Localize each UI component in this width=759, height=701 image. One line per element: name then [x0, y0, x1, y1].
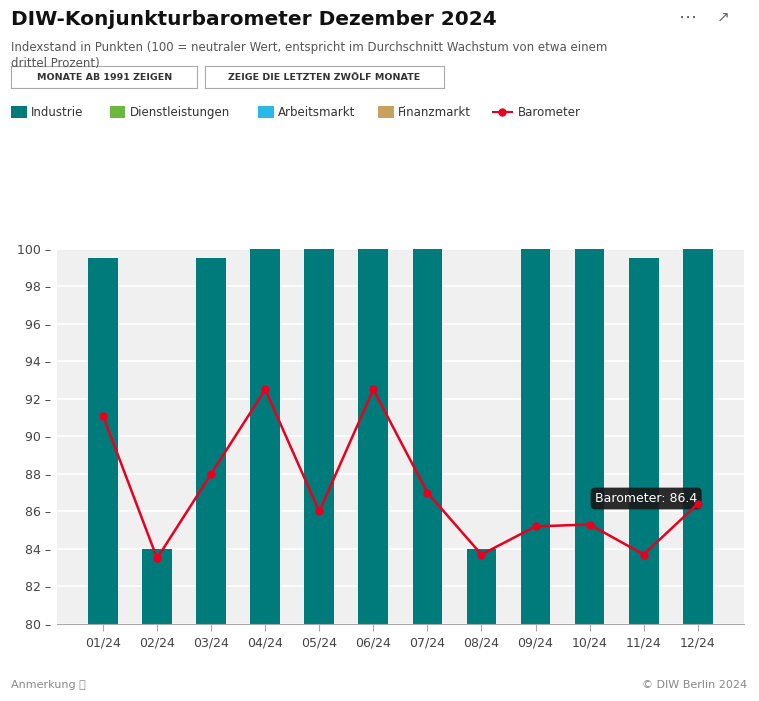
Text: Arbeitsmarkt: Arbeitsmarkt [278, 106, 355, 118]
Bar [304, 249, 334, 701]
Text: Dienstleistungen: Dienstleistungen [129, 106, 230, 118]
Bar [467, 549, 496, 701]
Text: Finanzmarkt: Finanzmarkt [398, 106, 471, 118]
Bar [250, 249, 280, 701]
Bar [628, 258, 659, 701]
Text: Barometer: Barometer [518, 106, 581, 118]
Bar [88, 258, 118, 701]
Text: Anmerkung ⓘ: Anmerkung ⓘ [11, 681, 86, 690]
Text: Barometer: 86.4: Barometer: 86.4 [595, 492, 698, 505]
Bar [413, 249, 442, 701]
Text: MONATE AB 1991 ZEIGEN: MONATE AB 1991 ZEIGEN [36, 73, 172, 81]
Bar [197, 258, 226, 701]
Text: Industrie: Industrie [31, 106, 83, 118]
Text: © DIW Berlin 2024: © DIW Berlin 2024 [642, 681, 748, 690]
Text: ↗: ↗ [717, 10, 730, 25]
Bar [358, 249, 388, 701]
Text: ⋯: ⋯ [679, 8, 698, 27]
Text: ZEIGE DIE LETZTEN ZWÖLF MONATE: ZEIGE DIE LETZTEN ZWÖLF MONATE [228, 73, 420, 81]
Text: drittel Prozent): drittel Prozent) [11, 57, 100, 71]
Bar [575, 249, 604, 701]
Bar [521, 249, 550, 701]
Bar [142, 549, 172, 701]
Text: DIW-Konjunkturbarometer Dezember 2024: DIW-Konjunkturbarometer Dezember 2024 [11, 10, 497, 29]
Text: Indexstand in Punkten (100 = neutraler Wert, entspricht im Durchschnitt Wachstum: Indexstand in Punkten (100 = neutraler W… [11, 41, 608, 54]
Bar [683, 249, 713, 701]
